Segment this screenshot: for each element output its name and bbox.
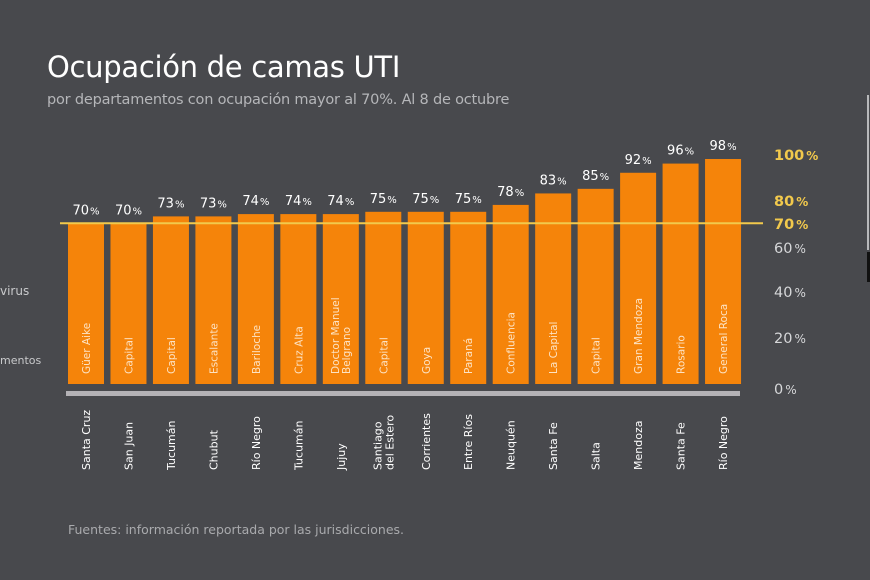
x-tick-label-province: Tucumán: [292, 421, 305, 471]
right-edge-block: [867, 252, 870, 282]
bar-value-label: 75%: [370, 192, 397, 207]
bar: [68, 223, 104, 384]
bar-value-label: 70%: [115, 203, 142, 218]
bar: [365, 211, 402, 384]
x-tick-label-province: Santa Cruz: [80, 410, 93, 470]
bar-value-label: 78%: [497, 185, 524, 200]
y-tick-label: 60%: [774, 241, 806, 257]
bar: [535, 193, 572, 384]
y-tick-label: 70%: [774, 217, 808, 233]
right-edge-divider: [867, 95, 869, 250]
bar: [322, 214, 359, 384]
source-note: Fuentes: información reportada por las j…: [68, 522, 405, 537]
bar: [662, 163, 699, 384]
x-tick-label-province: Corrientes: [420, 413, 433, 470]
bar-department-label: Capital: [166, 337, 178, 374]
y-tick-label: 100%: [774, 148, 818, 164]
bar-value-label: 73%: [200, 196, 227, 211]
x-tick-label-province: Río Negro: [250, 416, 263, 470]
bar-value-label: 70%: [72, 203, 99, 218]
chart-subtitle: por departamentos con ocupación mayor al…: [47, 92, 510, 108]
bar-department-label: Escalante: [208, 323, 220, 374]
bar: [237, 214, 274, 384]
bar-value-label: 83%: [540, 173, 567, 188]
bar: [110, 223, 147, 384]
bar-department-label: Capital: [378, 337, 390, 374]
bar-value-label: 85%: [582, 169, 609, 184]
bar-value-label: 73%: [157, 196, 184, 211]
bar-department-label: Capital: [123, 337, 135, 374]
x-tick-label-province: Salta: [590, 442, 603, 470]
bar-department-label: Bariloche: [251, 325, 263, 374]
bar-department-label: Confluencia: [506, 312, 518, 374]
x-axis-baseline: [66, 391, 740, 396]
chart-title: Ocupación de camas UTI: [47, 50, 401, 84]
x-tick-label-province: Santa Fe: [675, 422, 688, 470]
bar-department-label: Gran Mendoza: [633, 298, 645, 374]
bar: [577, 188, 614, 384]
bar-value-label: 74%: [285, 194, 312, 209]
bar: [620, 172, 657, 384]
bar-department-label: Goya: [421, 347, 433, 374]
bar: [152, 216, 189, 384]
bar: [492, 204, 529, 384]
x-tick-label-province: Santiagodel Estero: [371, 415, 396, 470]
bar: [195, 216, 232, 384]
bar-department-label: General Roca: [718, 304, 730, 374]
x-tick-label-province: Río Negro: [717, 416, 730, 470]
x-tick-label-province: Tucumán: [165, 421, 178, 471]
x-tick-label-province: Mendoza: [632, 421, 645, 470]
bar-value-label: 74%: [242, 194, 269, 209]
y-tick-label: 20%: [774, 331, 806, 347]
bar-department-label: Cruz Alta: [293, 326, 305, 374]
x-tick-label-province: Chubut: [207, 429, 220, 470]
y-tick-label: 80%: [774, 194, 808, 210]
bar-value-label: 98%: [710, 139, 737, 154]
left-edge-text-fragment: mentos: [0, 354, 42, 367]
bar-department-label: La Capital: [548, 322, 560, 374]
left-edge-text-fragment: virus: [0, 284, 30, 298]
bar: [450, 211, 487, 384]
bar-department-label: Paraná: [463, 338, 475, 374]
bar: [705, 158, 742, 384]
bar-value-label: 96%: [667, 144, 694, 159]
bar-value-label: 92%: [625, 153, 652, 168]
y-tick-label: 0%: [774, 382, 797, 398]
x-tick-label-province: Jujuy: [335, 443, 348, 471]
bar-department-label: Doctor ManuelBelgrano: [330, 297, 353, 374]
bar-department-label: Capital: [591, 337, 603, 374]
bar-value-label: 75%: [412, 192, 439, 207]
bar-department-label: Rosario: [676, 335, 688, 374]
bar: [407, 211, 444, 384]
bar: [280, 214, 317, 384]
y-tick-label: 40%: [774, 285, 806, 301]
bar-value-label: 74%: [327, 194, 354, 209]
bar-department-label: Güer Aike: [81, 323, 93, 374]
x-tick-label-province: Neuquén: [505, 420, 518, 470]
x-tick-label-province: Santa Fe: [547, 422, 560, 470]
bar-value-label: 75%: [455, 192, 482, 207]
x-tick-label-province: Entre Ríos: [462, 414, 475, 470]
x-tick-label-province: San Juan: [122, 422, 135, 470]
